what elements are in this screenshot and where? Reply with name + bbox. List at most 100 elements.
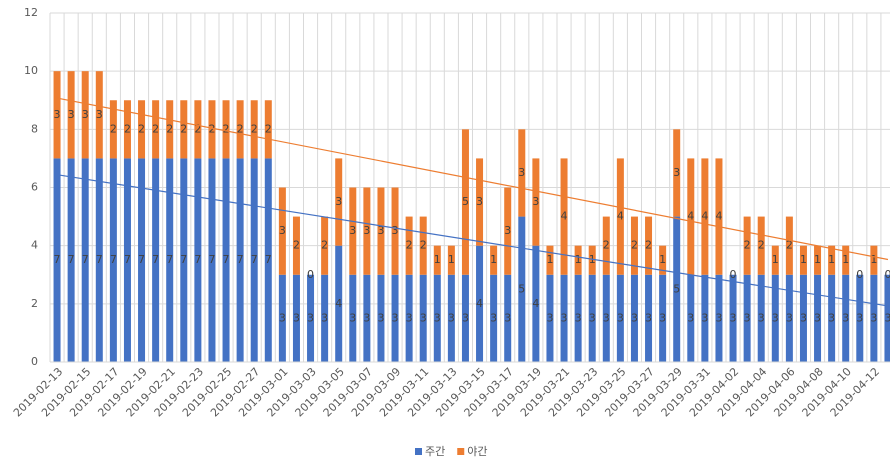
bar-segment <box>560 274 568 362</box>
data-label: 1 <box>842 253 849 266</box>
bar-segment <box>222 158 230 362</box>
data-label: 2 <box>166 122 173 135</box>
bar-segment <box>630 216 638 275</box>
data-label: 3 <box>490 311 497 324</box>
bar-segment <box>363 274 371 362</box>
bar-segment <box>236 158 244 362</box>
bar-segment <box>743 216 751 275</box>
data-label: 4 <box>476 297 483 310</box>
data-label: 3 <box>772 311 779 324</box>
bar-segment <box>250 100 258 159</box>
data-label: 0 <box>884 268 890 281</box>
data-label: 1 <box>659 253 666 266</box>
data-label: 3 <box>687 311 694 324</box>
data-label: 2 <box>138 122 145 135</box>
data-label: 3 <box>828 311 835 324</box>
data-label: 7 <box>110 253 117 266</box>
data-label: 1 <box>870 253 877 266</box>
data-label: 1 <box>546 253 553 266</box>
data-label: 3 <box>673 166 680 179</box>
bar-segment <box>307 274 315 362</box>
data-label: 4 <box>532 297 539 310</box>
data-label: 0 <box>730 268 737 281</box>
bar-segment <box>715 274 723 362</box>
bar-segment <box>292 216 300 275</box>
data-label: 3 <box>68 108 75 121</box>
bar-segment <box>95 158 103 362</box>
data-label: 1 <box>800 253 807 266</box>
bar-segment <box>250 158 258 362</box>
data-label: 7 <box>166 253 173 266</box>
data-label: 1 <box>434 253 441 266</box>
bar-segment <box>687 274 695 362</box>
data-label: 3 <box>631 311 638 324</box>
bar-segment <box>659 245 667 275</box>
data-label: 3 <box>307 311 314 324</box>
bar-segment <box>180 100 188 159</box>
data-label: 2 <box>251 122 258 135</box>
bar-segment <box>785 274 793 362</box>
y-tick-label: 0 <box>31 355 38 368</box>
data-label: 3 <box>82 108 89 121</box>
bar-segment <box>349 274 357 362</box>
data-label: 3 <box>462 311 469 324</box>
bar-segment <box>490 274 498 362</box>
bar-segment <box>292 274 300 362</box>
data-label: 2 <box>744 239 751 252</box>
data-label: 7 <box>223 253 230 266</box>
data-label: 2 <box>293 239 300 252</box>
data-label: 3 <box>349 224 356 237</box>
data-label: 3 <box>406 311 413 324</box>
bar-segment <box>771 274 779 362</box>
data-label: 5 <box>462 195 469 208</box>
data-label: 3 <box>54 108 61 121</box>
data-label: 1 <box>490 253 497 266</box>
bar-segment <box>264 158 272 362</box>
bar-segment <box>461 274 469 362</box>
data-label: 3 <box>715 311 722 324</box>
data-label: 3 <box>701 311 708 324</box>
data-label: 4 <box>335 297 342 310</box>
bar-segment <box>138 158 146 362</box>
data-label: 2 <box>237 122 244 135</box>
legend-swatch <box>415 448 422 455</box>
bar-segment <box>588 245 596 275</box>
data-label: 7 <box>138 253 145 266</box>
bar-segment <box>391 187 399 275</box>
bar-segment <box>715 158 723 275</box>
bar-segment <box>222 100 230 159</box>
data-label: 3 <box>504 311 511 324</box>
data-label: 3 <box>518 166 525 179</box>
bar-segment <box>574 245 582 275</box>
bar-segment <box>405 216 413 275</box>
bar-segment <box>884 274 890 362</box>
data-label: 4 <box>715 210 722 223</box>
bar-segment <box>194 100 202 159</box>
bar-segment <box>180 158 188 362</box>
data-label: 1 <box>448 253 455 266</box>
data-label: 0 <box>307 268 314 281</box>
bar-segment <box>208 100 216 159</box>
bar-segment <box>335 158 343 246</box>
data-label: 3 <box>363 311 370 324</box>
bar-segment <box>377 187 385 275</box>
data-label: 2 <box>786 239 793 252</box>
bar-segment <box>560 158 568 275</box>
y-tick-label: 4 <box>31 239 38 252</box>
data-label: 3 <box>420 311 427 324</box>
data-label: 3 <box>532 195 539 208</box>
bar-segment <box>546 245 554 275</box>
data-label: 5 <box>518 282 525 295</box>
legend-label: 주간 <box>425 445 445 458</box>
data-label: 3 <box>814 311 821 324</box>
data-label: 3 <box>377 311 384 324</box>
data-label: 7 <box>152 253 159 266</box>
bar-segment <box>814 274 822 362</box>
data-label: 3 <box>842 311 849 324</box>
y-tick-label: 2 <box>31 297 38 310</box>
bar-segment <box>842 245 850 275</box>
bar-segment <box>870 245 878 275</box>
bar-segment <box>109 100 117 159</box>
bar-segment <box>701 158 709 275</box>
data-label: 3 <box>392 311 399 324</box>
